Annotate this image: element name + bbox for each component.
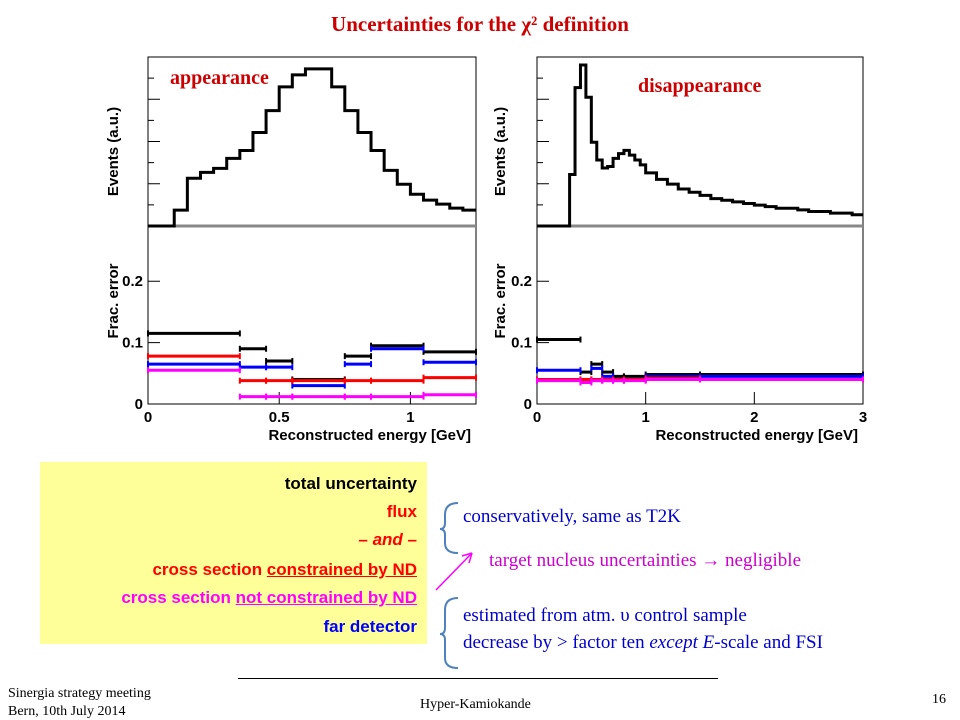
charts-area: appearance Events (a.u.) 0 0.5 1 0 0.1 0.2 Recon… (105, 56, 867, 444)
legend-xsec-constrained: cross section constrained by ND (152, 560, 417, 580)
far-note-a: decrease by > factor ten (463, 632, 650, 653)
legend-and: – and – (358, 530, 417, 549)
far-note-line1: estimated from atm. υ control sample (463, 605, 747, 626)
appearance-label: appearance (170, 67, 269, 89)
appearance-xtick-label: 0 (144, 409, 152, 426)
footer-center: Hyper-Kamiokande (420, 697, 531, 712)
arrow-icon (435, 552, 473, 591)
brackets-and-arrow (435, 502, 473, 669)
flux-note: conservatively, same as T2K (463, 506, 681, 527)
appearance-ytick-label: 0.1 (122, 335, 143, 352)
legend-total: total uncertainty (284, 474, 417, 493)
legend-far-detector: far detector (323, 617, 417, 636)
legend-xsec-constrained-prefix: cross section (152, 560, 267, 579)
disappearance-xlabel: Reconstructed energy [GeV] (655, 427, 858, 444)
disappearance-ytick-label: 0.2 (511, 273, 532, 290)
far-note-line2: decrease by > factor ten except E-scale … (463, 632, 823, 654)
footer-date: Bern, 10th July 2014 (8, 704, 126, 719)
disappearance-xtick-label: 0 (533, 409, 541, 426)
disappearance-fracerr-ylabel: Frac. error (492, 263, 509, 338)
footer-meeting: Sinergia strategy meeting (8, 686, 151, 701)
disappearance-ytick-label: 0.1 (511, 335, 532, 352)
appearance-ytick-label: 0.2 (122, 273, 143, 290)
disappearance-label: disappearance (638, 75, 761, 97)
legend-box: total uncertainty flux – and – cross sec… (40, 462, 427, 644)
footer-divider (238, 678, 718, 679)
legend-xsec-constrained-suffix: constrained by ND (266, 560, 417, 579)
flux-bracket-icon (439, 502, 459, 554)
nucleus-note: target nucleus uncertainties → negligibl… (489, 550, 801, 571)
page-title: Uncertainties for the χ² definition (0, 12, 960, 37)
legend-xsec-not-constrained-prefix: cross section (121, 588, 236, 607)
legend-xsec-not-constrained-suffix: not constrained by ND (235, 588, 417, 607)
legend-xsec-not-constrained: cross section not constrained by ND (121, 588, 417, 608)
disappearance-events-histogram (537, 63, 863, 228)
disappearance-xtick-label: 1 (641, 409, 649, 426)
disappearance-xtick-label: 2 (750, 409, 758, 426)
disappearance-xtick-label: 3 (859, 409, 867, 426)
disappearance-ytick-label: 0 (524, 396, 532, 413)
appearance-xtick-label: 0.5 (269, 409, 290, 426)
appearance-xlabel: Reconstructed energy [GeV] (268, 427, 471, 444)
page-number: 16 (932, 692, 946, 707)
far-detector-bracket-icon (439, 597, 459, 669)
appearance-fracerr-ylabel: Frac. error (105, 263, 122, 338)
disappearance-events-ylabel: Events (a.u.) (492, 107, 509, 196)
appearance-ytick-label: 0 (135, 396, 143, 413)
far-note-b: except E (649, 632, 715, 653)
far-note-c: -scale and FSI (714, 632, 823, 653)
appearance-xtick-label: 1 (406, 409, 414, 426)
title-text: Uncertainties for the χ² definition (331, 12, 629, 36)
appearance-events-ylabel: Events (a.u.) (105, 107, 122, 196)
legend-flux: flux (386, 502, 417, 521)
appearance-events-histogram (148, 67, 476, 228)
